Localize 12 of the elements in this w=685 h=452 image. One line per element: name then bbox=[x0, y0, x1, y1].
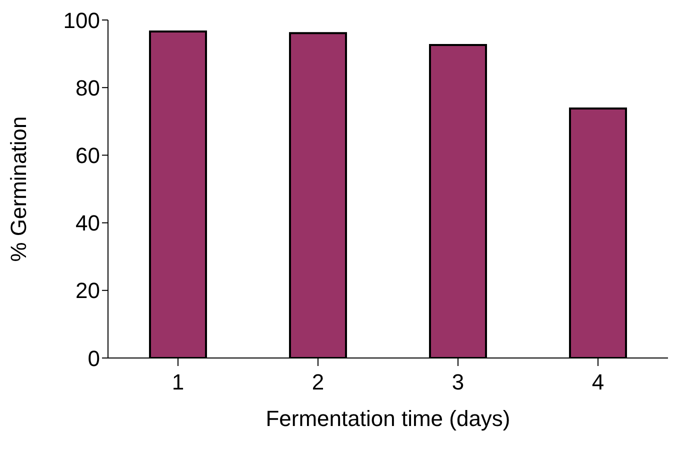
y-tick-label: 0 bbox=[88, 346, 100, 371]
x-tick-label: 1 bbox=[172, 370, 184, 395]
y-tick-label: 60 bbox=[76, 143, 100, 168]
y-tick-label: 20 bbox=[76, 278, 100, 304]
x-tick-label: 4 bbox=[592, 370, 604, 395]
y-tick-label: 100 bbox=[63, 8, 100, 33]
x-axis-title: Fermentation time (days) bbox=[266, 406, 510, 431]
x-tick-label: 2 bbox=[312, 370, 324, 395]
y-tick-label: 80 bbox=[76, 75, 100, 100]
x-tick-label: 3 bbox=[452, 370, 464, 395]
y-axis-title: % Germination bbox=[6, 116, 31, 262]
y-tick-label: 40 bbox=[76, 210, 100, 236]
